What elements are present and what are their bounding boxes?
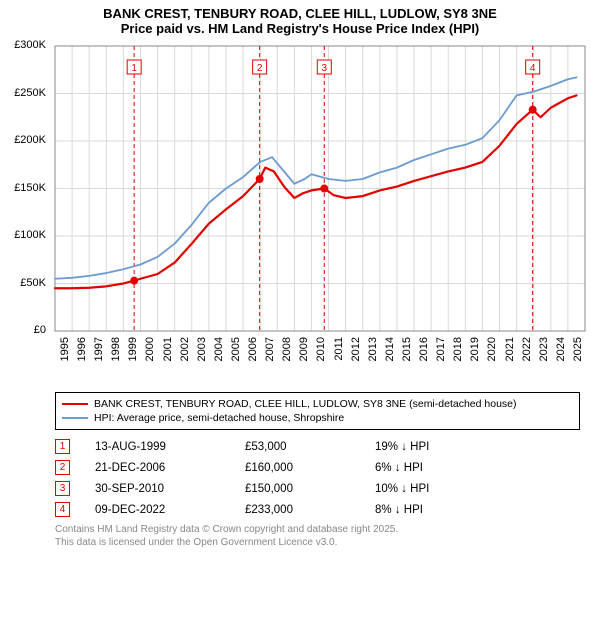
transaction-row: 4 09-DEC-2022£233,0008% ↓ HPI [55,499,580,520]
transaction-marker: 4 [55,502,70,517]
x-tick-label: 2021 [504,337,516,377]
x-tick-label: 2018 [452,337,464,377]
legend-swatch [62,417,88,419]
legend-label: BANK CREST, TENBURY ROAD, CLEE HILL, LUD… [94,398,517,410]
y-tick-label: £50K [0,277,46,289]
title-line-2: Price paid vs. HM Land Registry's House … [0,21,600,36]
transaction-table: 1 13-AUG-1999£53,00019% ↓ HPI 2 21-DEC-2006… [55,436,580,520]
svg-text:4: 4 [530,63,536,74]
transaction-row: 2 21-DEC-2006£160,0006% ↓ HPI [55,457,580,478]
title-line-1: BANK CREST, TENBURY ROAD, CLEE HILL, LUD… [0,6,600,21]
y-tick-label: £100K [0,229,46,241]
x-tick-label: 2011 [333,337,345,377]
x-tick-label: 2012 [350,337,362,377]
x-tick-label: 2009 [298,337,310,377]
chart-svg: 1 2 3 4 [0,36,600,386]
legend-item: BANK CREST, TENBURY ROAD, CLEE HILL, LUD… [62,397,573,411]
x-tick-label: 1998 [110,337,122,377]
x-tick-label: 2004 [213,337,225,377]
y-tick-label: £0 [0,324,46,336]
svg-text:1: 1 [131,63,137,74]
transaction-date: 21-DEC-2006 [95,462,245,474]
x-tick-label: 2020 [486,337,498,377]
x-tick-label: 2025 [572,337,584,377]
transaction-delta: 10% ↓ HPI [375,483,495,495]
x-tick-label: 2015 [401,337,413,377]
transaction-price: £53,000 [245,441,375,453]
transaction-date: 13-AUG-1999 [95,441,245,453]
legend: BANK CREST, TENBURY ROAD, CLEE HILL, LUD… [55,392,580,430]
transaction-delta: 19% ↓ HPI [375,441,495,453]
x-tick-label: 2017 [435,337,447,377]
x-tick-label: 2000 [144,337,156,377]
chart-container: { "title": { "line1": "BANK CREST, TENBU… [0,0,600,549]
chart-title: BANK CREST, TENBURY ROAD, CLEE HILL, LUD… [0,0,600,36]
x-tick-label: 2019 [469,337,481,377]
transaction-price: £233,000 [245,504,375,516]
x-tick-label: 2008 [281,337,293,377]
x-tick-label: 2005 [230,337,242,377]
transaction-marker: 3 [55,481,70,496]
footer-line-2: This data is licensed under the Open Gov… [55,537,580,550]
transaction-row: 3 30-SEP-2010£150,00010% ↓ HPI [55,478,580,499]
legend-item: HPI: Average price, semi-detached house,… [62,411,573,425]
y-tick-label: £200K [0,134,46,146]
legend-swatch [62,403,88,405]
y-tick-label: £250K [0,87,46,99]
y-tick-label: £150K [0,182,46,194]
x-tick-label: 2007 [264,337,276,377]
svg-text:2: 2 [257,63,263,74]
x-tick-label: 2002 [179,337,191,377]
x-tick-label: 2013 [367,337,379,377]
transaction-marker: 1 [55,439,70,454]
x-tick-label: 2001 [162,337,174,377]
line-chart: 1 2 3 4 £0 £50K £100K £150K £200K £250K £300K 199… [0,36,600,386]
x-tick-label: 1995 [59,337,71,377]
y-tick-label: £300K [0,39,46,51]
transaction-date: 30-SEP-2010 [95,483,245,495]
x-tick-label: 2014 [384,337,396,377]
x-tick-label: 2006 [247,337,259,377]
transaction-price: £150,000 [245,483,375,495]
legend-label: HPI: Average price, semi-detached house,… [94,412,344,424]
footer-line-1: Contains HM Land Registry data © Crown c… [55,524,580,537]
transaction-delta: 8% ↓ HPI [375,504,495,516]
x-tick-label: 2022 [521,337,533,377]
transaction-marker: 2 [55,460,70,475]
transaction-date: 09-DEC-2022 [95,504,245,516]
footer-text: Contains HM Land Registry data © Crown c… [55,524,580,549]
x-tick-label: 2023 [538,337,550,377]
x-tick-label: 2003 [196,337,208,377]
transaction-row: 1 13-AUG-1999£53,00019% ↓ HPI [55,436,580,457]
x-tick-label: 1997 [93,337,105,377]
x-tick-label: 2016 [418,337,430,377]
svg-text:3: 3 [321,63,327,74]
transaction-price: £160,000 [245,462,375,474]
x-tick-label: 2024 [555,337,567,377]
transaction-delta: 6% ↓ HPI [375,462,495,474]
x-tick-label: 2010 [315,337,327,377]
x-tick-label: 1999 [127,337,139,377]
x-tick-label: 1996 [76,337,88,377]
